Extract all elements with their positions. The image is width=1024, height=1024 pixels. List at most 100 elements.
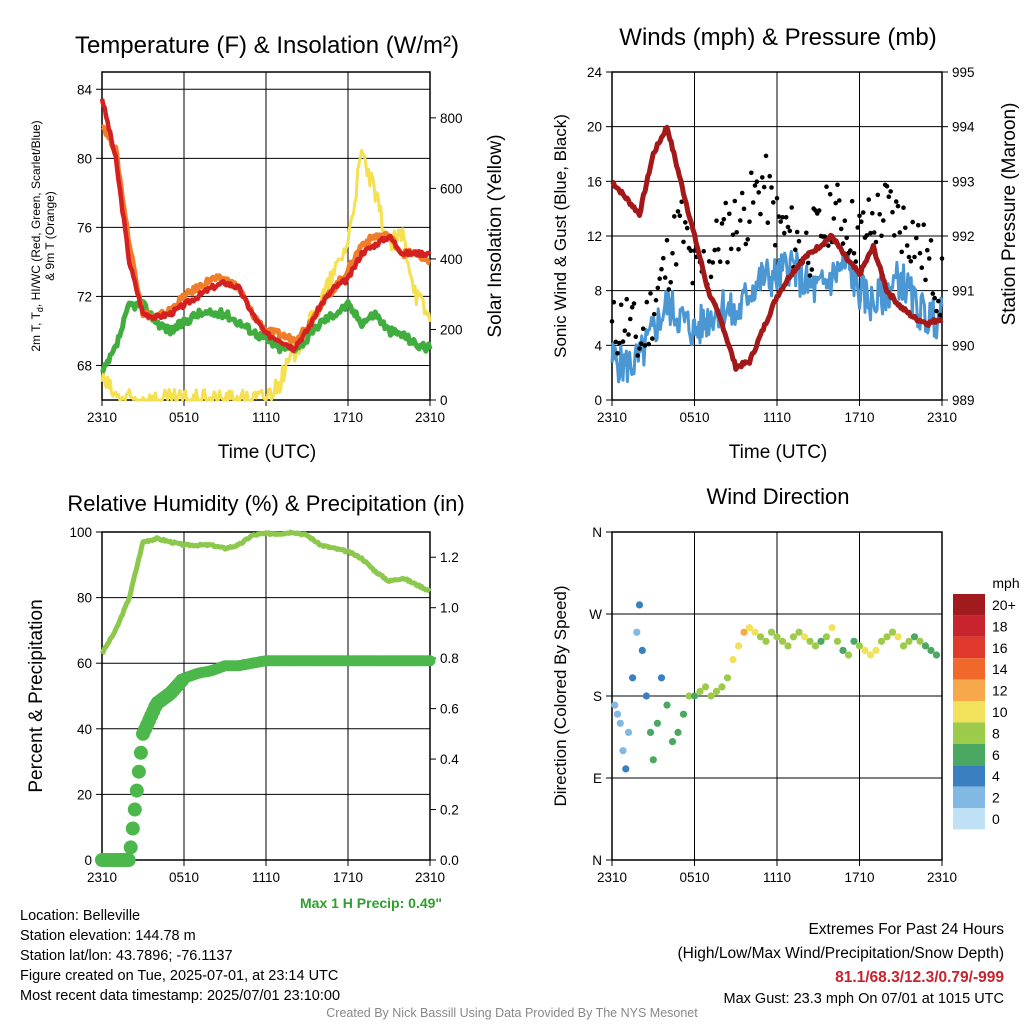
temp-ytick-right-label: 200 [440,322,463,337]
gust-point [736,247,741,252]
gust-point [628,316,633,322]
gust-point [635,353,640,358]
wind-ytick-left-label: 8 [594,284,602,299]
extremes-box: Extremes For Past 24 Hours (High/Low/Max… [678,918,1005,1008]
rh-xtick-label: 0510 [169,870,199,885]
rh-ytick-left-label: 0 [84,853,92,868]
direction-point [762,637,770,645]
gust-point [919,265,925,271]
wind-xtick-label: 2310 [597,410,627,425]
gust-point [651,311,657,317]
gust-point [866,197,871,202]
wind-xtick-label: 1710 [844,410,874,425]
gust-point [701,249,706,254]
dir-ytick-left-label: N [592,525,602,540]
direction-point [811,642,820,650]
wind-ytick-left-label: 4 [594,338,602,353]
gust-point [840,241,846,246]
gust-point [890,209,895,215]
direction-point [734,642,743,650]
gust-point [827,192,833,197]
gust-point [888,189,893,194]
direction-point [633,628,641,636]
gust-point [639,341,644,347]
gust-point [785,224,791,230]
gust-point [884,183,890,189]
precip-point [123,840,138,855]
dir-ytick-left-label: E [593,771,602,786]
temp-xtick-label: 2310 [87,410,117,425]
temp-ytick-left-label: 84 [77,82,93,97]
gust-point [611,299,617,305]
direction-point [712,687,721,696]
temp-ytick-right-label: 400 [440,252,463,267]
direction-point [778,637,787,645]
gust-point [763,153,769,159]
legend-label: 2 [992,790,1000,806]
gust-point [666,287,672,292]
credit-line: Created By Nick Bassill Using Data Provi… [326,1006,698,1020]
direction-point [861,646,869,655]
temp-ytick-left-label: 68 [77,358,92,373]
wind-ytick-left-label: 20 [587,120,602,135]
direction-point [649,756,657,764]
direction-point [773,633,781,641]
temp-series-insolation [100,148,432,402]
gust-point [778,219,783,224]
legend-label: 14 [992,661,1008,677]
gust-point [750,200,756,205]
info-elevation: Station elevation: 144.78 m [20,928,196,944]
direction-point [806,637,814,645]
gust-point [870,210,875,216]
gust-point [915,222,921,228]
gust-point [904,243,910,248]
gust-point [668,280,673,285]
gust-point [657,276,662,282]
gust-point [725,260,730,265]
legend-label: 10 [992,704,1008,720]
gust-point [807,273,813,278]
gust-point [895,203,901,209]
gust-point [871,230,877,235]
winds-title: Winds (mph) & Pressure (mb) [619,24,936,51]
wind-ytick-right-label: 989 [952,393,975,408]
info-created: Figure created on Tue, 2025-07-01, at 23… [20,968,339,984]
rh-ytick-left-label: 20 [77,787,92,802]
direction-panel: Wind Direction Direction (Colored By Spe… [551,484,1020,885]
gust-point [804,230,809,236]
humidity-title: Relative Humidity (%) & Precipitation (i… [67,491,464,516]
info-recent: Most recent data timestamp: 2025/07/01 2… [20,988,341,1004]
legend-swatch [953,594,985,616]
gust-point [629,305,635,310]
gust-point [859,219,864,224]
gust-point [860,210,866,215]
gust-point [903,225,908,231]
direction-point [653,719,662,727]
humidity-plot: 2310 0510 1110 1710 2310 0 20 40 60 80 100 0.0 0.2 0.… [69,525,459,885]
gust-point [851,251,857,256]
gust-point [730,232,736,238]
gust-point [637,346,642,351]
gust-point [659,266,664,272]
gust-point [932,295,937,301]
direction-point [916,637,924,645]
gust-point [681,239,686,245]
gust-point [624,296,629,302]
direction-point [723,674,732,682]
legend-label: 18 [992,618,1008,634]
wind-ytick-left-label: 24 [587,65,603,80]
precip-point [129,783,144,798]
gust-point [805,260,811,266]
gust-point [609,319,615,324]
gust-point [928,238,934,243]
rh-series-humidity [99,529,432,656]
gust-point [868,230,873,236]
gust-point [914,235,919,241]
direction-point [613,710,622,718]
winds-ylabel-left: Sonic Wind & Gust (Blue, Black) [551,114,570,358]
gust-point [734,230,739,235]
legend-label: 4 [992,768,1000,784]
temperature-ylabel-right: Solar Insolation (Yellow) [485,134,506,337]
direction-point [883,633,891,641]
gust-point [787,228,793,234]
